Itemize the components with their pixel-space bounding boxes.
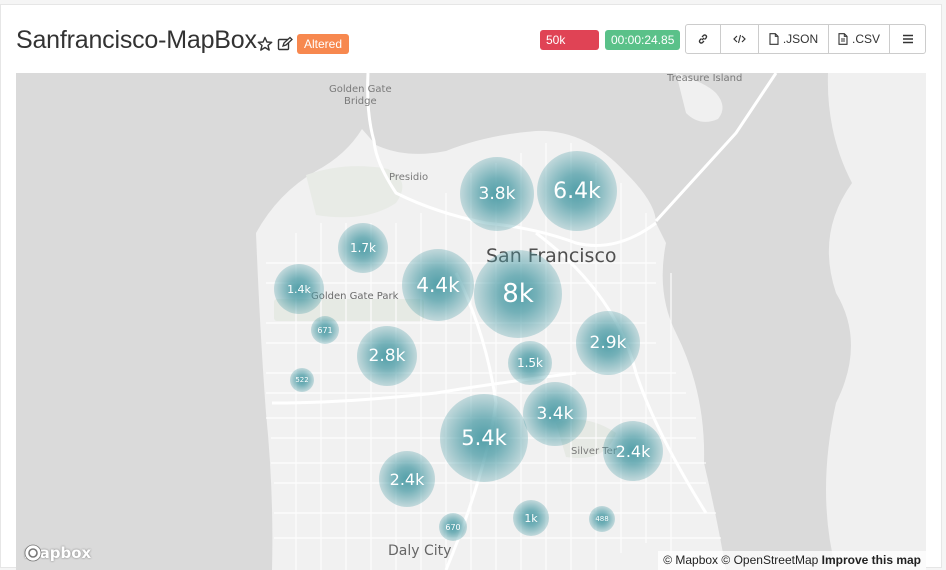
map-cluster-7[interactable]: 671 bbox=[311, 316, 339, 344]
cluster-count-label: 4.4k bbox=[416, 273, 460, 297]
attribution-mapbox-link[interactable]: © Mapbox bbox=[663, 553, 719, 567]
mapbox-logo-text: mapbox bbox=[24, 544, 92, 562]
place-label-daly-city: Daly City bbox=[388, 543, 452, 559]
place-label-line: Bridge bbox=[344, 96, 377, 107]
cluster-count-label: 8k bbox=[502, 279, 534, 309]
cluster-count-label: 1.5k bbox=[516, 356, 544, 370]
file-icon bbox=[838, 33, 848, 45]
map-attribution: © Mapbox © OpenStreetMap Improve this ma… bbox=[658, 551, 926, 570]
place-label-presidio: Presidio bbox=[389, 172, 429, 183]
map-cluster-12[interactable]: 3.4k bbox=[523, 382, 587, 446]
place-label-golden-gate-park: Golden Gate Park bbox=[311, 291, 399, 302]
hamburger-icon bbox=[902, 34, 913, 44]
land-east bbox=[826, 73, 926, 570]
file-icon bbox=[769, 33, 779, 45]
cluster-count-label: 2.4k bbox=[615, 441, 651, 461]
edit-icon[interactable] bbox=[277, 36, 293, 52]
cluster-count-label: 522 bbox=[295, 376, 309, 384]
export-json-button[interactable]: .JSON bbox=[759, 25, 829, 53]
row-count-badge: 50k rows bbox=[540, 30, 599, 67]
cluster-count-label: 3.4k bbox=[536, 404, 574, 424]
map-cluster-16[interactable]: 1k bbox=[513, 500, 549, 536]
cluster-count-label: 6.4k bbox=[553, 178, 601, 204]
map-cluster-11[interactable]: 522 bbox=[290, 368, 314, 392]
cluster-count-label: 3.8k bbox=[478, 184, 516, 204]
mapbox-logo[interactable]: mapbox bbox=[24, 544, 91, 562]
map-cluster-14[interactable]: 2.4k bbox=[379, 451, 435, 507]
embed-code-button[interactable] bbox=[721, 25, 759, 53]
presidio-green bbox=[306, 166, 403, 218]
land-treasure-island bbox=[676, 73, 723, 122]
link-icon bbox=[698, 34, 708, 44]
improve-map-link[interactable]: Improve this map bbox=[821, 553, 921, 567]
share-link-button[interactable] bbox=[686, 25, 721, 53]
csv-label: .CSV bbox=[851, 32, 880, 46]
cluster-count-label: 2.9k bbox=[589, 333, 627, 353]
map-canvas[interactable]: Golden Gate Bridge Treasure Island Presi… bbox=[16, 73, 926, 570]
code-icon bbox=[733, 34, 746, 44]
cluster-count-label: 5.4k bbox=[461, 426, 507, 450]
map-cluster-13[interactable]: 5.4k bbox=[440, 394, 528, 482]
star-icon[interactable] bbox=[257, 36, 273, 52]
map-cluster-1[interactable]: 3.8k bbox=[460, 157, 534, 231]
query-timer-badge: 00:00:24.85 bbox=[605, 30, 680, 50]
map-basemap bbox=[16, 73, 926, 570]
cluster-count-label: 2.8k bbox=[368, 346, 406, 366]
map-cluster-9[interactable]: 2.9k bbox=[576, 311, 640, 375]
cluster-count-label: 1.7k bbox=[349, 241, 377, 255]
place-label-golden-gate-bridge: Golden Gate Bridge bbox=[329, 84, 392, 108]
map-cluster-15[interactable]: 2.4k bbox=[603, 421, 663, 481]
place-label-line: Golden Gate bbox=[329, 84, 392, 95]
cluster-count-label: 670 bbox=[445, 522, 461, 532]
attribution-osm-link[interactable]: © OpenStreetMap bbox=[721, 553, 819, 567]
cluster-count-label: 671 bbox=[317, 325, 333, 335]
land-marin bbox=[16, 73, 346, 570]
export-toolbar: .JSON .CSV bbox=[685, 24, 926, 54]
map-cluster-17[interactable]: 488 bbox=[589, 506, 615, 532]
chart-title: Sanfrancisco-MapBox bbox=[16, 26, 257, 54]
cluster-count-label: 2.4k bbox=[389, 469, 425, 489]
cluster-count-label: 1.4k bbox=[287, 282, 311, 296]
cluster-count-label: 488 bbox=[595, 515, 609, 523]
more-options-button[interactable] bbox=[890, 25, 925, 53]
map-cluster-8[interactable]: 2.8k bbox=[357, 326, 417, 386]
map-cluster-10[interactable]: 1.5k bbox=[508, 341, 552, 385]
export-csv-button[interactable]: .CSV bbox=[829, 25, 890, 53]
map-cluster-6[interactable]: 1.4k bbox=[274, 264, 324, 314]
chart-panel: Sanfrancisco-MapBox Altered 50k rows 00:… bbox=[0, 4, 942, 570]
map-cluster-5[interactable]: 8k bbox=[474, 250, 562, 338]
place-label-treasure-island: Treasure Island bbox=[667, 73, 743, 84]
map-cluster-4[interactable]: 4.4k bbox=[402, 249, 474, 321]
map-cluster-3[interactable]: 1.7k bbox=[338, 223, 388, 273]
place-label-silver-terrace: Silver Ter bbox=[571, 446, 617, 457]
map-cluster-2[interactable]: 6.4k bbox=[537, 151, 617, 231]
json-label: .JSON bbox=[782, 32, 819, 46]
map-cluster-18[interactable]: 670 bbox=[439, 513, 467, 541]
mapbox-logo-icon bbox=[24, 544, 42, 562]
altered-badge[interactable]: Altered bbox=[297, 34, 350, 54]
cluster-count-label: 1k bbox=[524, 511, 538, 525]
